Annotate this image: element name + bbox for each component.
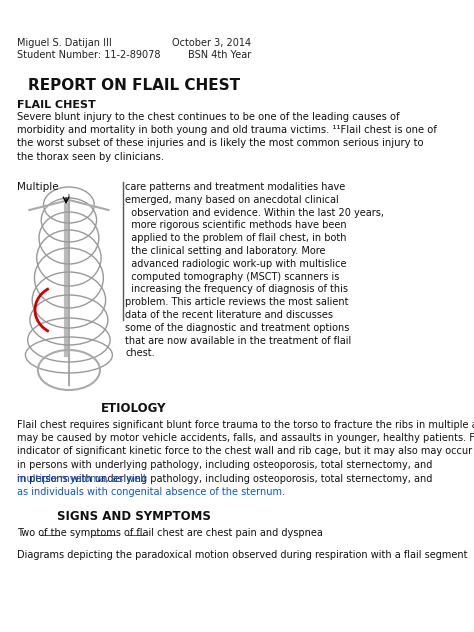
Text: Flail chest requires significant blunt force trauma to the torso to fracture the: Flail chest requires significant blunt f… <box>17 420 474 470</box>
Text: Miguel S. Datijan III: Miguel S. Datijan III <box>17 38 112 48</box>
Text: Multiple: Multiple <box>17 182 59 192</box>
Text: Diagrams depicting the paradoxical motion observed during respiration with a fla: Diagrams depicting the paradoxical motio… <box>17 550 467 560</box>
Text: REPORT ON FLAIL CHEST: REPORT ON FLAIL CHEST <box>28 78 240 93</box>
Text: multiple myeloma, as well
as individuals with congenital absence of the sternum.: multiple myeloma, as well as individuals… <box>17 474 285 497</box>
Text: FLAIL CHEST: FLAIL CHEST <box>17 100 96 110</box>
Text: BSN 4th Year: BSN 4th Year <box>188 50 251 60</box>
Text: Severe blunt injury to the chest continues to be one of the leading causes of
mo: Severe blunt injury to the chest continu… <box>17 112 437 162</box>
Text: Student Number: 11-2-89078: Student Number: 11-2-89078 <box>17 50 160 60</box>
Text: October 3, 2014: October 3, 2014 <box>172 38 251 48</box>
Text: Two of the symptoms of flail chest are chest pain and dyspnea: Two of the symptoms of flail chest are c… <box>17 528 323 538</box>
Text: ETIOLOGY: ETIOLOGY <box>101 402 167 415</box>
Text: care patterns and treatment modalities have
emerged, many based on anecdotal cli: care patterns and treatment modalities h… <box>126 182 384 358</box>
Text: in persons with underlying pathology, including osteoporosis, total sternectomy,: in persons with underlying pathology, in… <box>17 474 432 484</box>
Text: SIGNS AND SYMPTOMS: SIGNS AND SYMPTOMS <box>57 510 211 523</box>
